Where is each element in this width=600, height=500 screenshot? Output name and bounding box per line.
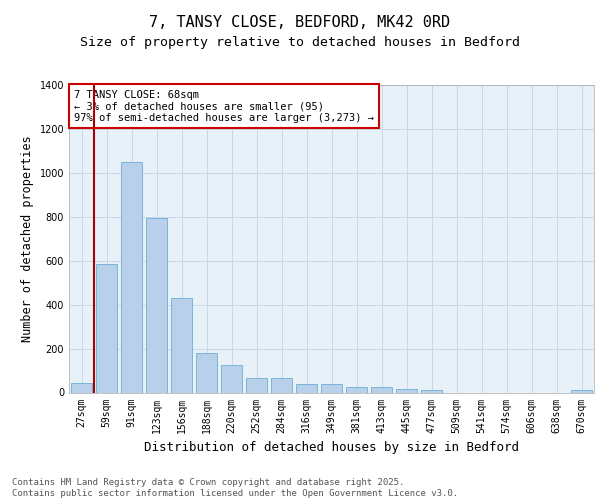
Bar [346, 387, 367, 392]
Bar [146, 218, 167, 392]
Text: Contains HM Land Registry data © Crown copyright and database right 2025.
Contai: Contains HM Land Registry data © Crown c… [12, 478, 458, 498]
Bar [421, 390, 442, 392]
Bar [246, 378, 267, 392]
Bar [96, 264, 117, 392]
Y-axis label: Number of detached properties: Number of detached properties [21, 136, 34, 342]
Bar [371, 387, 392, 392]
Bar [396, 388, 417, 392]
Bar [71, 382, 92, 392]
Text: 7 TANSY CLOSE: 68sqm
← 3% of detached houses are smaller (95)
97% of semi-detach: 7 TANSY CLOSE: 68sqm ← 3% of detached ho… [74, 90, 374, 123]
Text: Size of property relative to detached houses in Bedford: Size of property relative to detached ho… [80, 36, 520, 49]
Text: 7, TANSY CLOSE, BEDFORD, MK42 0RD: 7, TANSY CLOSE, BEDFORD, MK42 0RD [149, 15, 451, 30]
Bar [271, 378, 292, 392]
Bar [296, 384, 317, 392]
Bar [321, 384, 342, 392]
Bar [571, 390, 592, 392]
Bar [121, 162, 142, 392]
X-axis label: Distribution of detached houses by size in Bedford: Distribution of detached houses by size … [144, 441, 519, 454]
Bar [196, 354, 217, 393]
Bar [171, 298, 192, 392]
Bar [221, 365, 242, 392]
